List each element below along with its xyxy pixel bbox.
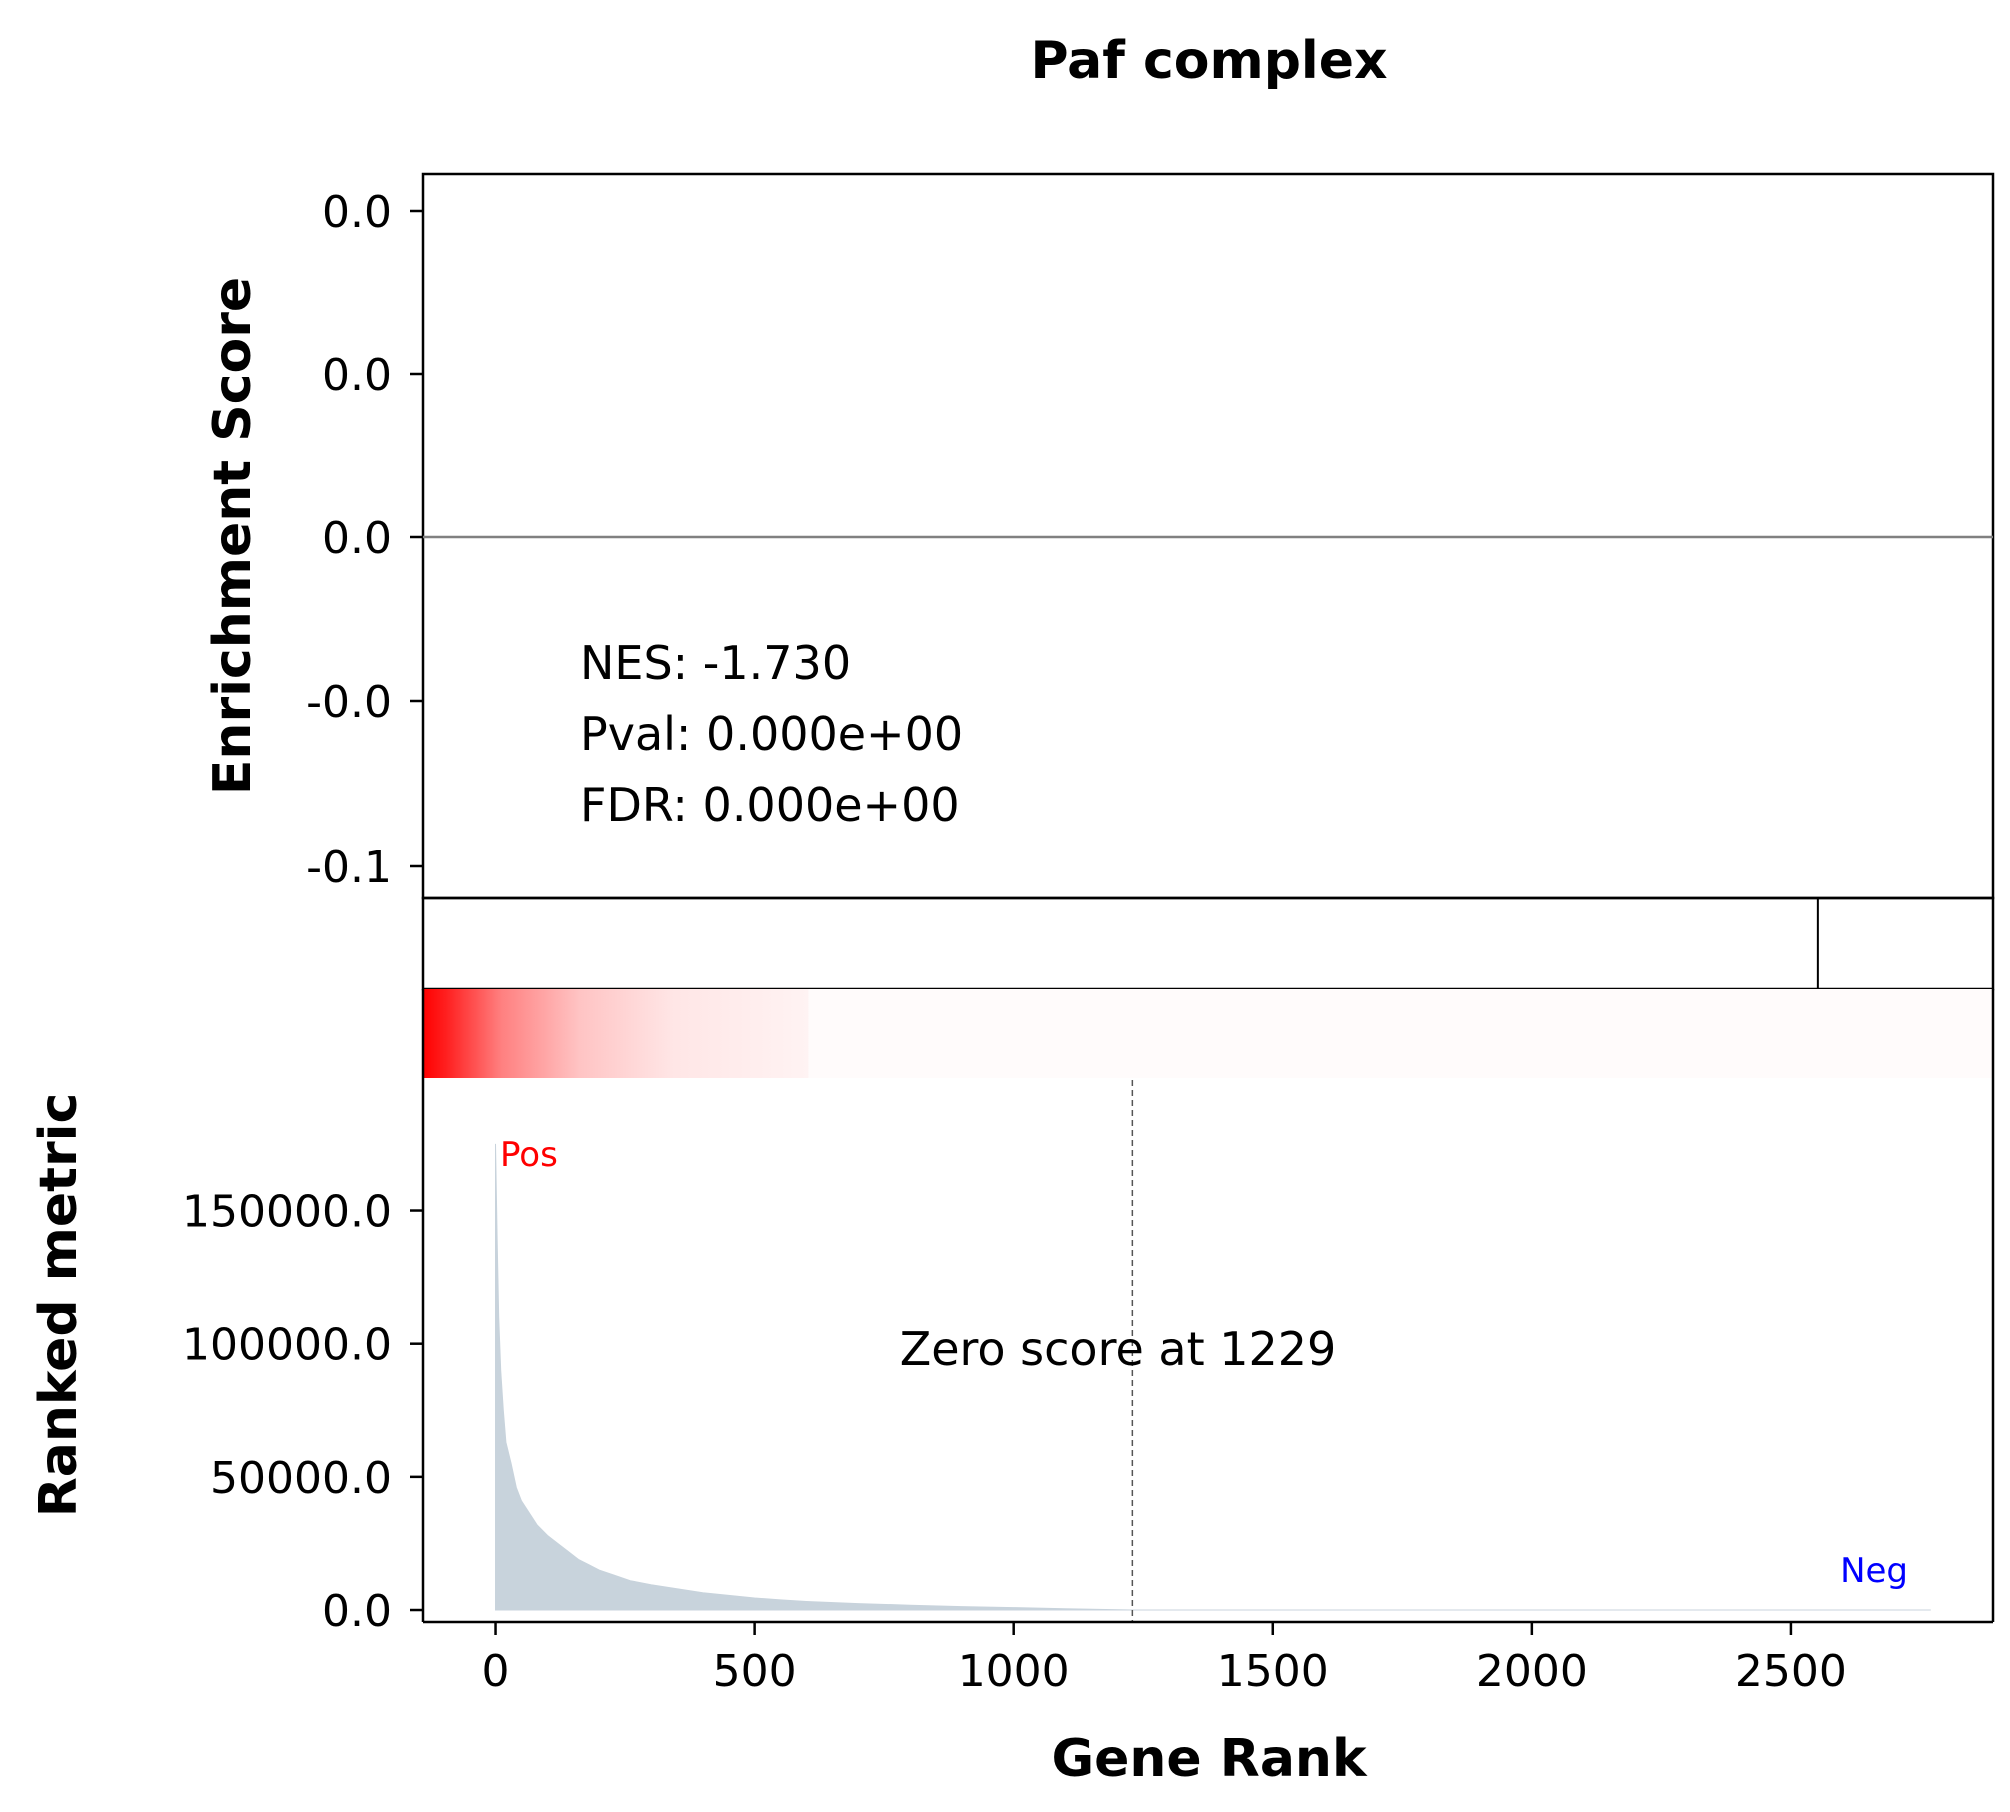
- metric-ytick-label: 50000.0: [210, 1453, 392, 1504]
- zero-score-label: Zero score at 1229: [900, 1322, 1337, 1376]
- es-ytick-label: 0.0: [322, 187, 392, 238]
- es-yticks: 0.0 0.0 0.0 -0.0 -0.1: [306, 187, 423, 893]
- metric-ytick-label: 100000.0: [182, 1320, 392, 1371]
- metric-xtick-label: 1000: [958, 1646, 1070, 1697]
- hits-panel-frame: [421, 896, 1995, 991]
- metric-ylabel: Ranked metric: [29, 1093, 89, 1518]
- es-ytick-label: 0.0: [322, 513, 392, 564]
- fdr-text: FDR: 0.000e+00: [580, 778, 960, 832]
- metric-xtick-label: 1500: [1217, 1646, 1329, 1697]
- pos-label: Pos: [500, 1135, 558, 1175]
- metric-ytick-label: 150000.0: [182, 1187, 392, 1238]
- enrichment-panel: 0.0 0.0 0.0 -0.0 -0.1 Enrichment Score N…: [203, 172, 1995, 900]
- neg-label: Neg: [1840, 1551, 1908, 1591]
- pval-text: Pval: 0.000e+00: [580, 707, 963, 761]
- metric-xlabel: Gene Rank: [1051, 1729, 1367, 1789]
- es-ytick-label: -0.1: [306, 842, 392, 893]
- heatmap-strip: [423, 989, 1993, 1078]
- nes-text: NES: -1.730: [580, 636, 851, 690]
- es-ytick-label: -0.0: [306, 677, 392, 728]
- metric-xtick-label: 500: [713, 1646, 797, 1697]
- metric-yticks: 0.0 50000.0 100000.0 150000.0: [182, 1187, 423, 1637]
- metric-panel: 0.0 50000.0 100000.0 150000.0 0 500 1000 1500 2…: [29, 989, 1995, 1789]
- metric-xtick-label: 0: [482, 1646, 510, 1697]
- metric-xtick-label: 2000: [1476, 1646, 1588, 1697]
- rank-metric-area: [495, 1143, 1931, 1611]
- metric-xticks: 0 500 1000 1500 2000 2500: [482, 1622, 1847, 1697]
- es-ylabel: Enrichment Score: [203, 277, 263, 795]
- es-ytick-label: 0.0: [322, 350, 392, 401]
- chart-title: Paf complex: [1030, 31, 1387, 91]
- metric-ytick-label: 0.0: [322, 1586, 392, 1637]
- metric-xtick-label: 2500: [1735, 1646, 1847, 1697]
- hits-panel: [421, 896, 1995, 991]
